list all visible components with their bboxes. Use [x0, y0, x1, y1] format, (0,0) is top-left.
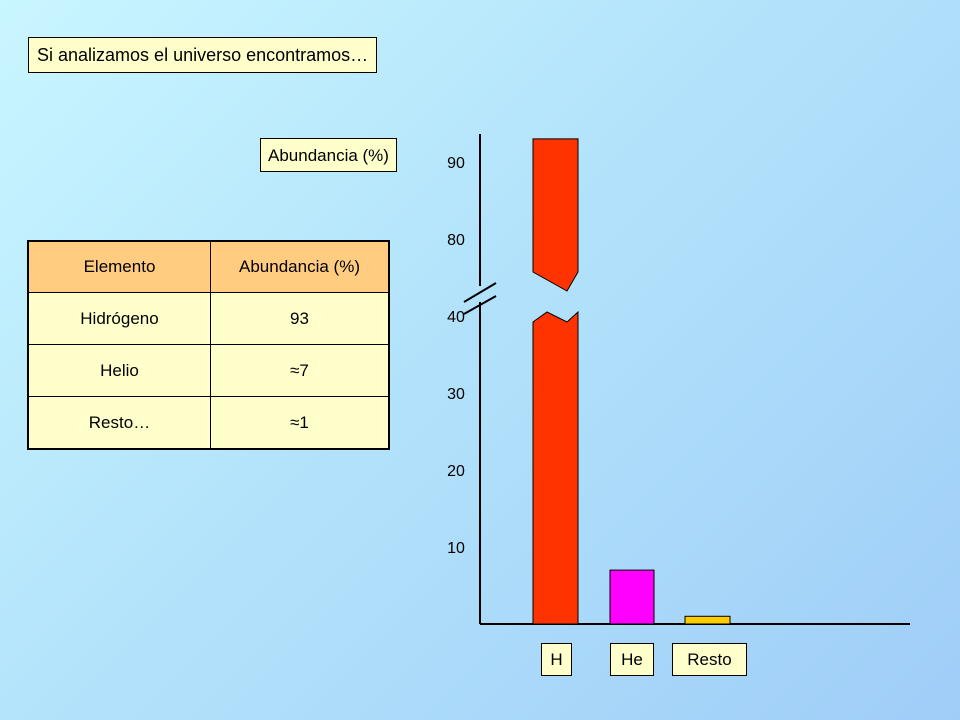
y-axis-label: Abundancia (%) [260, 138, 397, 172]
table-row: Helio ≈7 [27, 344, 390, 397]
abundance-table: Elemento Abundancia (%) Hidrógeno 93 Hel… [27, 240, 390, 450]
bar-resto [684, 615, 731, 625]
x-tick-label-he: He [610, 643, 654, 676]
bar-h-upper [532, 138, 579, 292]
table-cell: Resto… [27, 396, 211, 450]
y-tick-label: 20 [447, 463, 465, 480]
x-tick-label-resto: Resto [672, 643, 747, 676]
table-cell: ≈1 [210, 396, 390, 450]
page-title: Si analizamos el universo encontramos… [28, 37, 378, 73]
y-tick-label: 40 [447, 309, 465, 326]
table-header-element: Elemento [27, 240, 211, 293]
y-tick-label: 80 [447, 232, 465, 249]
y-tick-label: 10 [447, 540, 465, 557]
x-tick-label-h: H [541, 643, 572, 676]
table-header-abundance: Abundancia (%) [210, 240, 390, 293]
axis-break-mark [463, 282, 497, 303]
y-tick-label: 90 [447, 155, 465, 172]
bar-h-lower [532, 310, 579, 625]
table-cell: Helio [27, 344, 211, 397]
axis-break-mark [463, 295, 497, 315]
table-cell: 93 [210, 292, 390, 345]
y-tick-label: 30 [447, 386, 465, 403]
table-row: Hidrógeno 93 [27, 292, 390, 345]
table-cell: Hidrógeno [27, 292, 211, 345]
bar-he [609, 569, 655, 625]
table-cell: ≈7 [210, 344, 390, 397]
table-row: Resto… ≈1 [27, 396, 390, 450]
table-header-row: Elemento Abundancia (%) [27, 240, 390, 293]
